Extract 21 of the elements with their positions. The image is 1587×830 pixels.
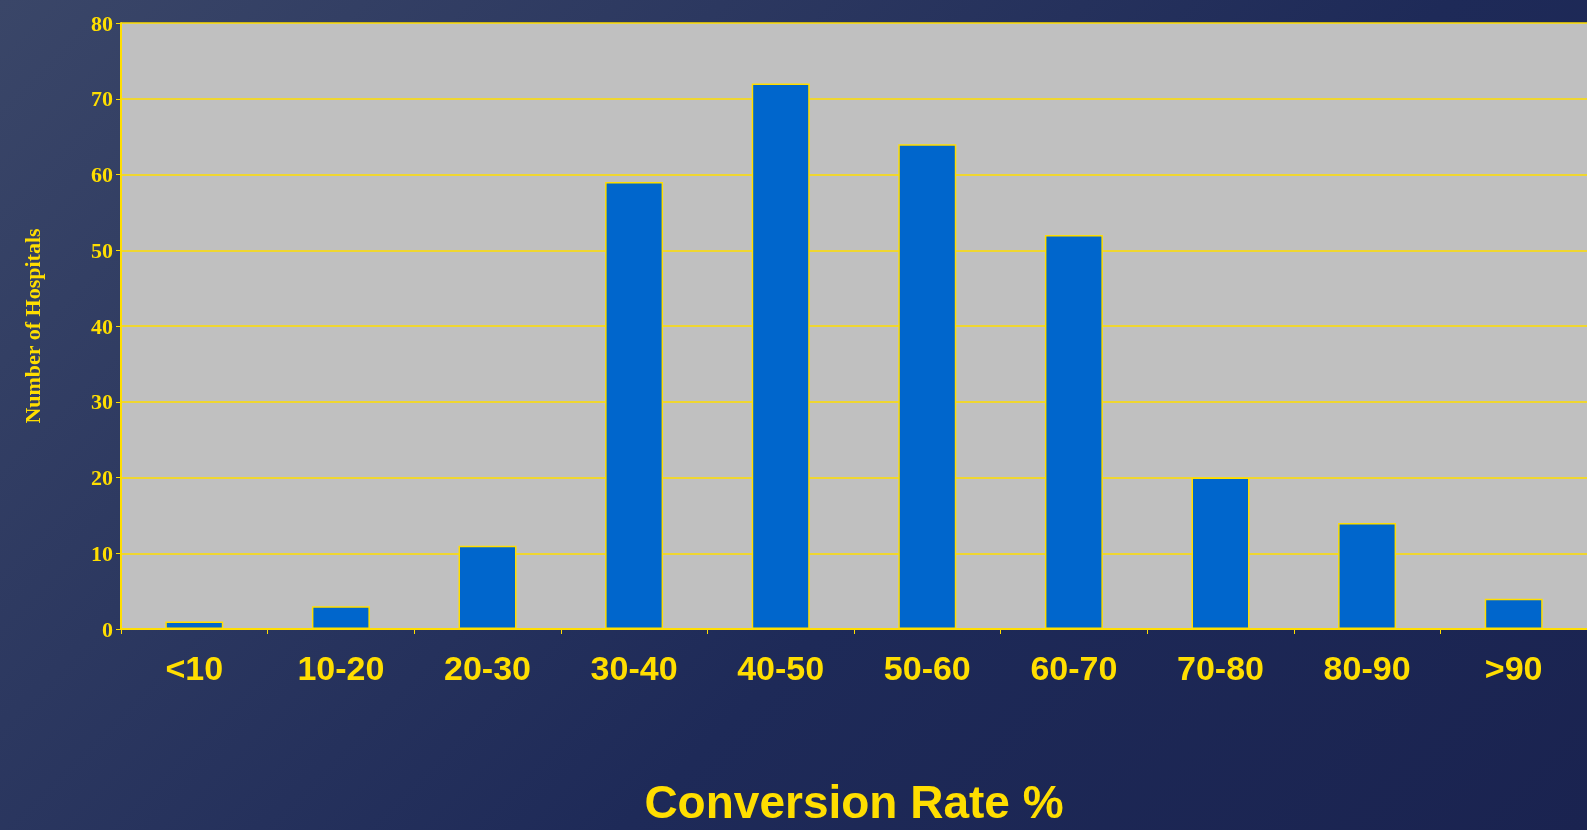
- y-tick-label: 40: [91, 313, 113, 339]
- y-tick-label: 30: [91, 389, 113, 415]
- y-tick-label: 50: [91, 237, 113, 263]
- x-tick-label: 20-30: [444, 649, 531, 687]
- x-tick-label: 60-70: [1030, 649, 1118, 687]
- x-tick-label: 40-50: [737, 649, 825, 687]
- y-tick-label: 10: [91, 540, 113, 566]
- x-tick-label: 70-80: [1177, 649, 1264, 687]
- y-tick-label: 70: [91, 86, 113, 112]
- x-tick-label: 10-20: [297, 649, 385, 687]
- y-tick-label: 20: [91, 465, 113, 490]
- x-tick-label: 50-60: [883, 649, 971, 687]
- y-tick-label: 60: [91, 162, 113, 187]
- x-tick-label: 30-40: [590, 649, 678, 687]
- x-axis-title: Conversion Rate %: [644, 776, 1064, 828]
- x-tick-label: >90: [1484, 649, 1543, 687]
- y-tick-label: 80: [91, 10, 113, 36]
- y-tick-label: 0: [102, 616, 113, 642]
- y-axis-title: Number of Hospitals: [19, 227, 45, 424]
- x-tick-label: 80-90: [1323, 649, 1411, 687]
- x-tick-label: <10: [165, 649, 224, 687]
